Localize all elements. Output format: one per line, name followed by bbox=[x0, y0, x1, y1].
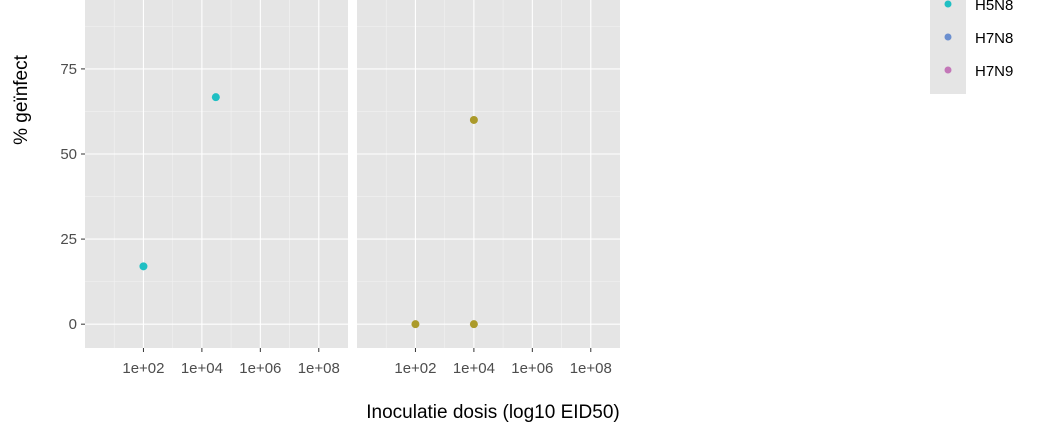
x-tick-label: 1e+02 bbox=[122, 360, 164, 377]
legend-label: H5N8 bbox=[975, 0, 1013, 14]
x-tick-label: 1e+06 bbox=[511, 360, 553, 377]
plot-panels: 1e+02 1e+04 1e+06 1e+08 1e+02 1e+04 1e+06 1e+08 bbox=[85, 0, 620, 377]
data-point bbox=[139, 262, 148, 271]
legend-label: H7N9 bbox=[975, 63, 1013, 80]
y-tick-label: 50 bbox=[60, 146, 77, 163]
legend-key-h7n9 bbox=[944, 66, 952, 74]
x-tick-label: 1e+08 bbox=[570, 360, 612, 377]
x-tick-label: 1e+08 bbox=[298, 360, 340, 377]
legend-label: H7N8 bbox=[975, 30, 1013, 47]
data-point bbox=[469, 115, 478, 124]
y-tick-label: 75 bbox=[60, 61, 77, 78]
panel-2: 1e+02 1e+04 1e+06 1e+08 bbox=[357, 0, 620, 377]
panel-background bbox=[357, 0, 620, 348]
panel-background bbox=[85, 0, 348, 348]
legend: H5N8 H7N8 H7N9 bbox=[930, 0, 1013, 94]
x-tick-label: 1e+04 bbox=[181, 360, 223, 377]
legend-key-h7n8 bbox=[944, 33, 952, 41]
y-axis-title: % geïnfect bbox=[11, 54, 32, 144]
x-tick-label: 1e+04 bbox=[453, 360, 495, 377]
x-tick-label: 1e+02 bbox=[394, 360, 436, 377]
legend-key-h5n8 bbox=[944, 0, 952, 8]
panel-1: 1e+02 1e+04 1e+06 1e+08 bbox=[85, 0, 348, 377]
y-tick-label: 0 bbox=[69, 316, 77, 333]
data-point bbox=[411, 320, 420, 329]
data-point bbox=[469, 320, 478, 329]
data-point bbox=[211, 93, 220, 102]
y-axis: 0255075100 bbox=[60, 61, 85, 333]
x-axis-title: Inoculatie dosis (log10 EID50) bbox=[366, 402, 619, 423]
y-tick-label: 25 bbox=[60, 231, 77, 248]
legend-key-background bbox=[930, 0, 966, 94]
x-tick-label: 1e+06 bbox=[239, 360, 281, 377]
